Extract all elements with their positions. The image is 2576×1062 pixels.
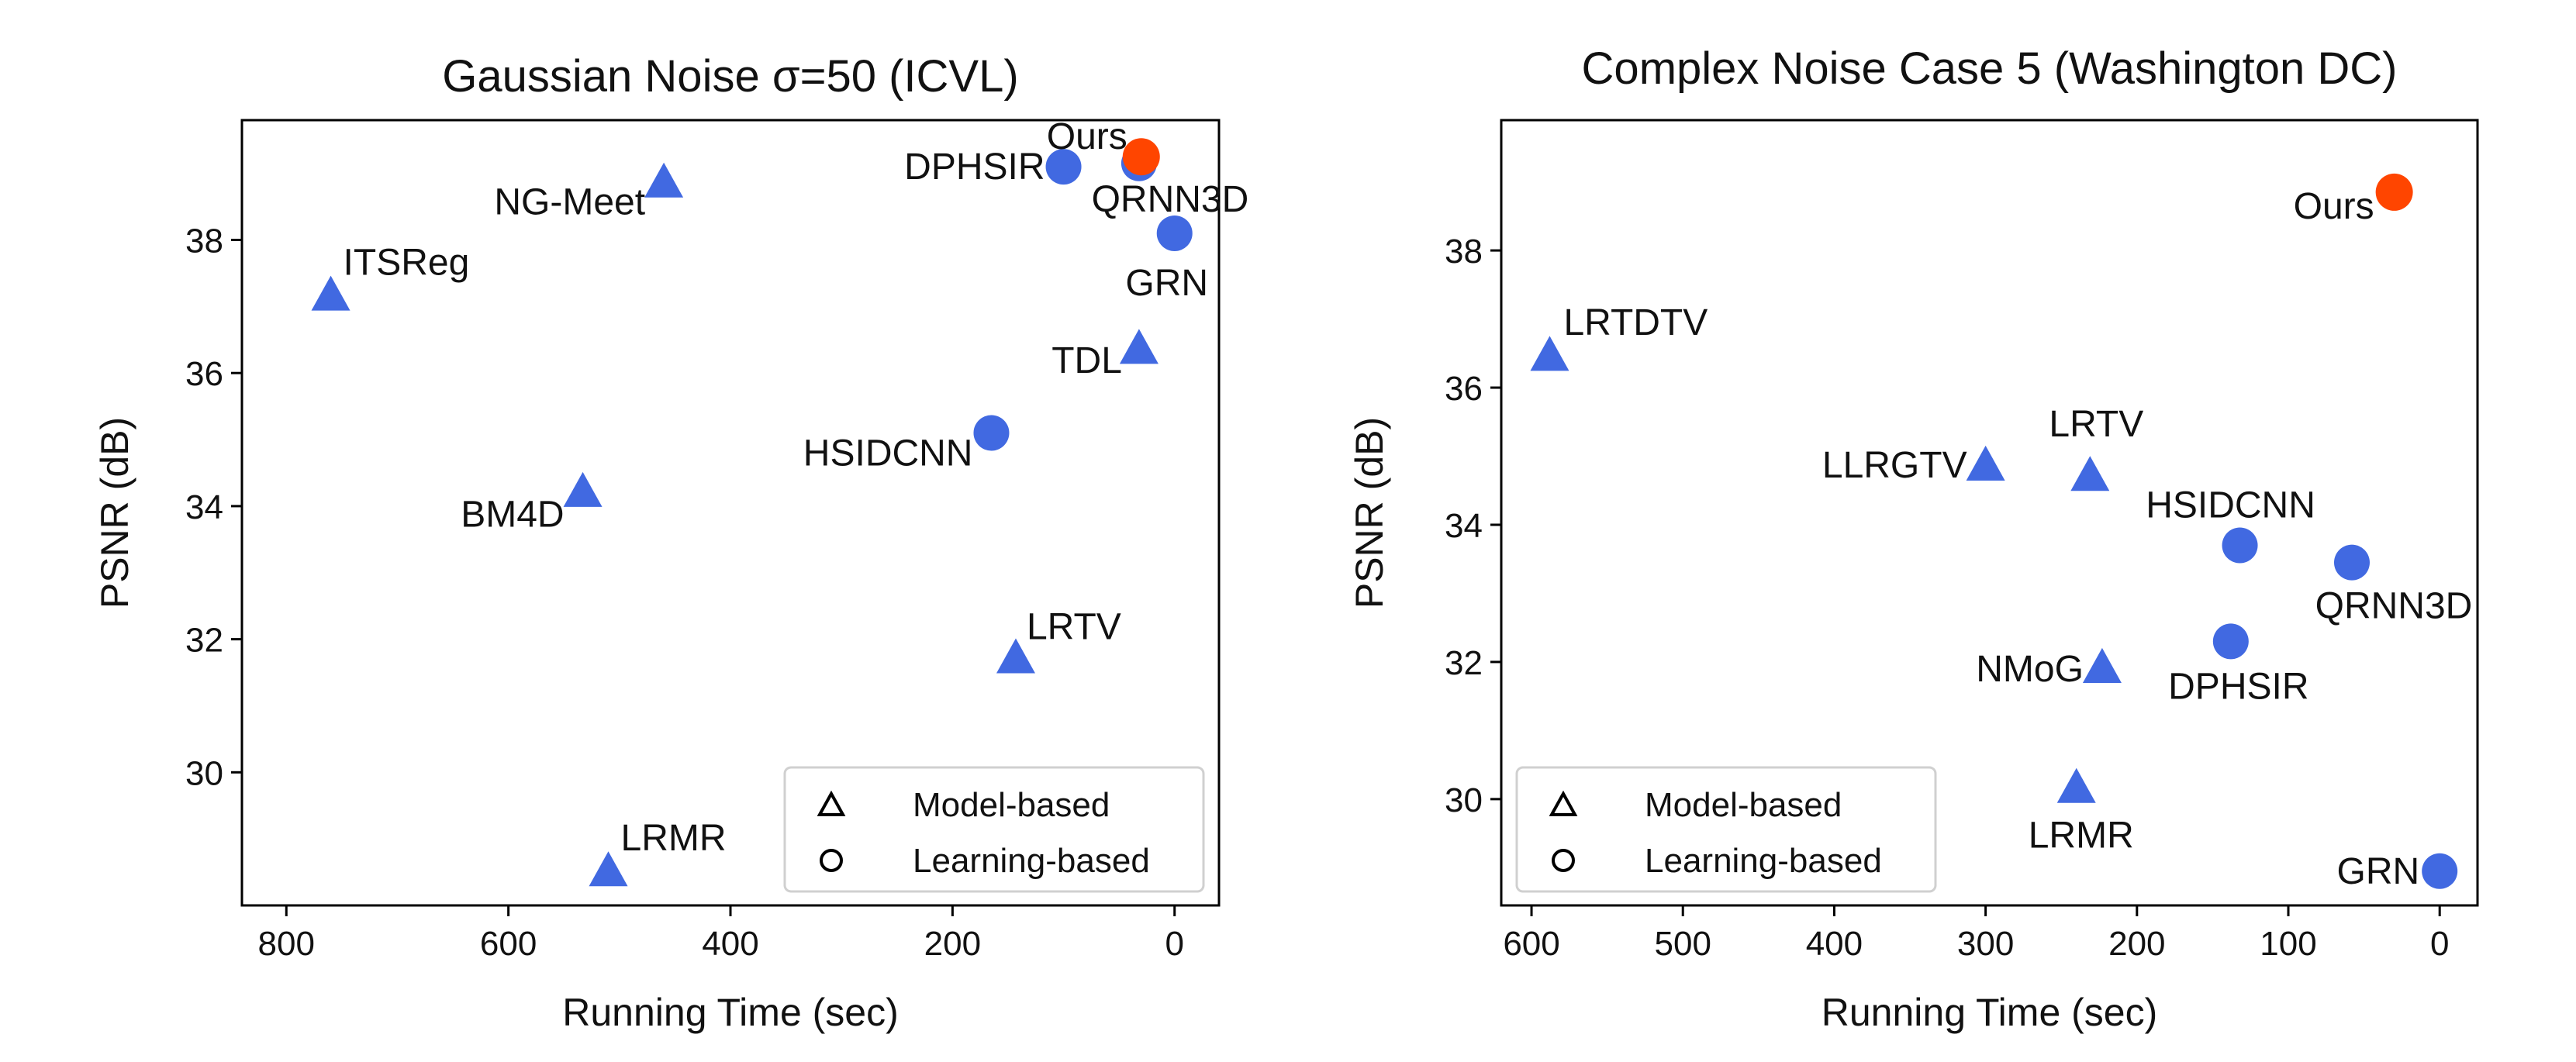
x-tick-label: 400 <box>1806 925 1863 963</box>
legend-circle-icon <box>820 849 843 872</box>
point-label-lrtv: LRTV <box>1027 606 1121 647</box>
point-marker-ours <box>2375 173 2413 211</box>
point-marker-hsidcnn <box>973 415 1010 451</box>
x-tick-label: 600 <box>480 925 537 963</box>
chart-1: Gaussian Noise σ=50 (ICVL) 800 600 400 200 0 3… <box>93 51 1248 1034</box>
x-tick-label: 100 <box>2260 925 2316 963</box>
point-label-ours: Ours <box>1047 116 1127 157</box>
x-tick-label: 300 <box>1957 925 2014 963</box>
point-label-itsreg: ITSReg <box>344 242 470 283</box>
point-label-qrnn3d: QRNN3D <box>2315 586 2473 627</box>
y-tick-label: 36 <box>185 355 223 393</box>
legend-label: Model-based <box>913 786 1110 824</box>
point-label-hsidcnn: HSIDCNN <box>803 433 973 474</box>
point-marker-llrgtv <box>1966 445 2005 481</box>
y-tick-label: 32 <box>185 622 223 660</box>
x-tick-label: 400 <box>702 925 758 963</box>
point-marker-qrnn3d <box>2333 544 2370 581</box>
legend-label: Learning-based <box>913 842 1150 880</box>
point-marker-grn <box>1156 215 1193 251</box>
chart-title: Gaussian Noise σ=50 (ICVL) <box>442 51 1018 102</box>
point-label-nmog: NMoG <box>1976 649 2084 690</box>
point-label-lrmr: LRMR <box>2029 815 2134 857</box>
x-tick-label: 200 <box>924 925 981 963</box>
point-label-tdl: TDL <box>1051 340 1122 381</box>
x-tick-label: 0 <box>2430 925 2449 963</box>
point-label-dphsir: DPHSIR <box>904 147 1045 188</box>
point-label-grn: GRN <box>2337 851 2420 892</box>
point-marker-nmog <box>2082 647 2122 683</box>
point-label-lrtv: LRTV <box>2049 404 2143 445</box>
chart-title: Complex Noise Case 5 (Washington DC) <box>1582 43 2398 94</box>
y-tick-label: 34 <box>1445 507 1483 545</box>
point-marker-lrtv <box>2070 456 2110 491</box>
y-tick-label: 34 <box>185 488 223 526</box>
x-tick-label: 500 <box>1655 925 1711 963</box>
point-label-bm4d: BM4D <box>461 495 564 536</box>
point-marker-ng-meet <box>644 162 684 198</box>
y-axis-label: PSNR (dB) <box>93 417 136 609</box>
point-label-llrgtv: LLRGTV <box>1822 445 1967 486</box>
point-marker-tdl <box>1119 329 1159 364</box>
legend-box <box>783 766 1205 893</box>
legend-label: Model-based <box>1645 786 1842 824</box>
point-marker-dphsir <box>2212 623 2249 660</box>
legend-triangle-icon <box>1549 790 1578 816</box>
legend: Model-based Learning-based <box>783 766 1205 893</box>
point-marker-bm4d <box>563 471 603 507</box>
y-tick-label: 30 <box>1445 781 1483 819</box>
x-axis-label: Running Time (sec) <box>562 991 899 1034</box>
x-tick-label: 0 <box>1165 925 1183 963</box>
legend-label: Learning-based <box>1645 842 1882 880</box>
chart-2: Complex Noise Case 5 (Washington DC) 600 5… <box>1348 43 2479 1034</box>
point-marker-grn <box>2422 853 2458 889</box>
point-label-lrtdtv: LRTDTV <box>1563 302 1708 343</box>
point-marker-dphsir <box>1045 149 1082 185</box>
y-tick-label: 30 <box>185 754 223 792</box>
point-label-qrnn3d: QRNN3D <box>1092 179 1249 220</box>
x-tick-label: 800 <box>258 925 315 963</box>
x-tick-label: 200 <box>2108 925 2165 963</box>
point-label-dphsir: DPHSIR <box>2168 666 2308 707</box>
point-label-ng-meet: NG-Meet <box>494 182 645 223</box>
y-tick-label: 36 <box>1445 370 1483 408</box>
point-marker-hsidcnn <box>2222 527 2258 564</box>
point-marker-lrtdtv <box>1530 336 1569 371</box>
y-tick-label: 38 <box>185 222 223 260</box>
legend-box <box>1515 766 1937 893</box>
legend-triangle-icon <box>817 790 846 816</box>
point-label-ours: Ours <box>2294 186 2374 227</box>
point-marker-lrmr <box>589 851 628 887</box>
point-label-lrmr: LRMR <box>621 818 727 859</box>
point-marker-lrtv <box>996 638 1035 674</box>
point-marker-lrmr <box>2056 767 2096 803</box>
plot-frame <box>1500 119 2479 907</box>
point-label-hsidcnn: HSIDCNN <box>2146 485 2315 526</box>
point-label-grn: GRN <box>1125 263 1208 304</box>
legend: Model-based Learning-based <box>1515 766 1937 893</box>
y-axis-label: PSNR (dB) <box>1348 417 1391 609</box>
point-marker-itsreg <box>311 275 350 311</box>
y-tick-label: 32 <box>1445 644 1483 682</box>
legend-circle-icon <box>1552 849 1575 872</box>
point-marker-ours <box>1122 138 1160 176</box>
y-tick-label: 38 <box>1445 233 1483 271</box>
x-tick-label: 600 <box>1503 925 1559 963</box>
x-axis-label: Running Time (sec) <box>1822 991 2158 1034</box>
